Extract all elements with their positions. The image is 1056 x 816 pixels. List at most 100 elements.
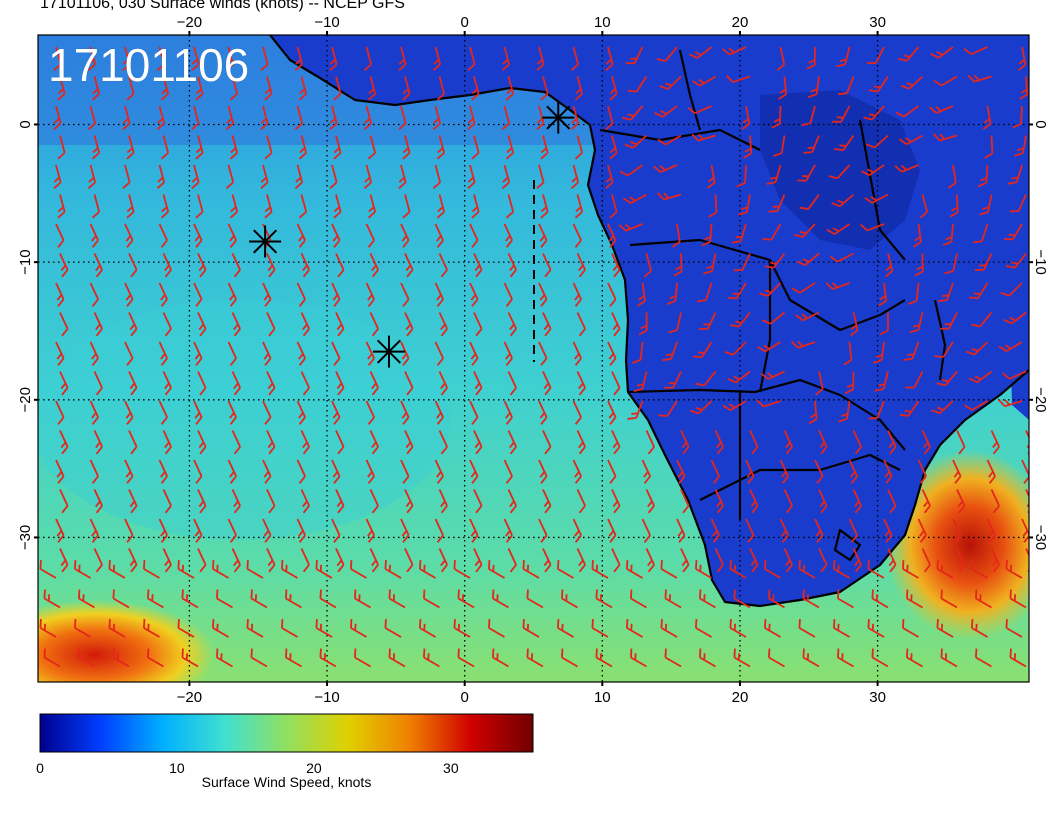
wind-barb <box>457 589 475 609</box>
wind-barb <box>864 193 889 204</box>
wind-barb <box>162 430 172 455</box>
wind-barb <box>227 518 237 543</box>
wind-barb <box>838 76 855 96</box>
wind-barb <box>986 518 996 543</box>
wind-barb <box>561 589 578 609</box>
wind-barb <box>419 619 436 638</box>
wind-barb <box>542 430 552 455</box>
wind-barb <box>574 135 584 160</box>
wind-barb <box>660 560 678 579</box>
wind-barb <box>572 400 582 425</box>
wind-barb <box>733 648 751 668</box>
wind-barb <box>727 282 747 300</box>
wind-barb <box>160 76 170 101</box>
wind-barb <box>557 619 574 638</box>
wind-barb <box>1002 370 1027 380</box>
wind-barb <box>874 371 889 392</box>
wind-barb <box>807 76 820 99</box>
wind-barb <box>836 46 851 68</box>
wind-barb <box>469 459 479 484</box>
wind-barb <box>815 371 824 396</box>
wind-barb <box>913 223 922 248</box>
wind-barb <box>300 371 310 396</box>
wind-barb <box>542 548 552 573</box>
wind-barb <box>419 560 436 579</box>
wind-barb <box>963 400 988 411</box>
wind-barb <box>78 589 95 609</box>
wind-barb <box>87 46 97 71</box>
wind-barb <box>197 548 207 573</box>
wind-barb <box>262 459 272 484</box>
wind-barb <box>538 518 548 543</box>
wind-barb <box>764 619 781 638</box>
wind-barb <box>294 105 304 130</box>
wind-barb <box>944 253 958 275</box>
wind-barb <box>657 134 682 146</box>
wind-barb <box>837 648 854 668</box>
wind-barb <box>229 135 239 160</box>
wind-barb <box>542 253 552 278</box>
wind-barb <box>162 548 172 573</box>
wind-barb <box>112 648 130 668</box>
wind-barb <box>402 194 411 219</box>
wind-barb <box>829 252 854 263</box>
wind-barb <box>900 75 924 90</box>
wind-barb <box>93 489 103 514</box>
wind-barb <box>147 589 164 609</box>
wind-barb <box>522 560 540 579</box>
wind-barb <box>404 489 414 514</box>
wind-barb <box>680 489 690 514</box>
lat-tick-label-left: −30 <box>17 525 34 550</box>
wind-barb <box>329 46 338 71</box>
frame-tick <box>188 31 191 35</box>
wind-barb <box>643 253 653 278</box>
wind-barb <box>197 253 207 278</box>
wind-barb <box>112 589 130 609</box>
wind-barb <box>55 282 65 307</box>
wind-barb <box>124 282 134 307</box>
wind-barb <box>147 648 164 668</box>
storm-core-southwest <box>38 600 215 682</box>
wind-barb <box>948 164 957 189</box>
wind-barb <box>843 341 853 366</box>
wind-barb <box>438 371 448 396</box>
wind-barb <box>576 489 586 514</box>
wind-barb <box>971 619 988 638</box>
wind-barb <box>231 430 241 455</box>
wind-barb <box>335 312 345 337</box>
wind-barb <box>432 164 442 189</box>
wind-barb <box>971 560 988 579</box>
wind-barb <box>938 282 954 303</box>
wind-barb <box>365 282 375 307</box>
wind-barb <box>605 164 614 189</box>
wind-barb <box>296 400 306 425</box>
wind-barb <box>936 370 958 387</box>
wind-barb <box>507 430 517 455</box>
wind-barb <box>231 548 241 573</box>
wind-barb <box>229 76 239 101</box>
lon-tick-label-top: −10 <box>314 14 339 31</box>
wind-barb <box>89 459 99 484</box>
wind-barb <box>990 489 1000 514</box>
wind-barb <box>956 489 966 514</box>
wind-barb <box>609 194 618 219</box>
map-canvas[interactable] <box>0 35 1055 710</box>
lon-tick-label-bottom: −20 <box>177 689 202 706</box>
wind-barb <box>714 430 724 455</box>
wind-barb <box>796 252 820 266</box>
wind-barb <box>844 371 855 395</box>
wind-barb <box>542 312 552 337</box>
wind-barb <box>982 105 992 130</box>
colorbar-tick-label: 20 <box>306 760 322 776</box>
wind-barb <box>59 253 69 278</box>
wind-barb <box>698 312 717 330</box>
axis-labels: −20 −20 −10 −10 0 0 10 10 20 20 30 30 0 0 −10 −10 −20 −20… <box>17 14 1049 706</box>
wind-barb <box>93 371 103 396</box>
storm-markers <box>249 101 575 368</box>
wind-barb <box>692 75 716 87</box>
wind-barb <box>917 459 927 484</box>
frame-tick <box>34 398 38 401</box>
wind-barb <box>467 46 476 71</box>
wind-barb <box>438 430 448 455</box>
wind-barb <box>576 548 586 573</box>
